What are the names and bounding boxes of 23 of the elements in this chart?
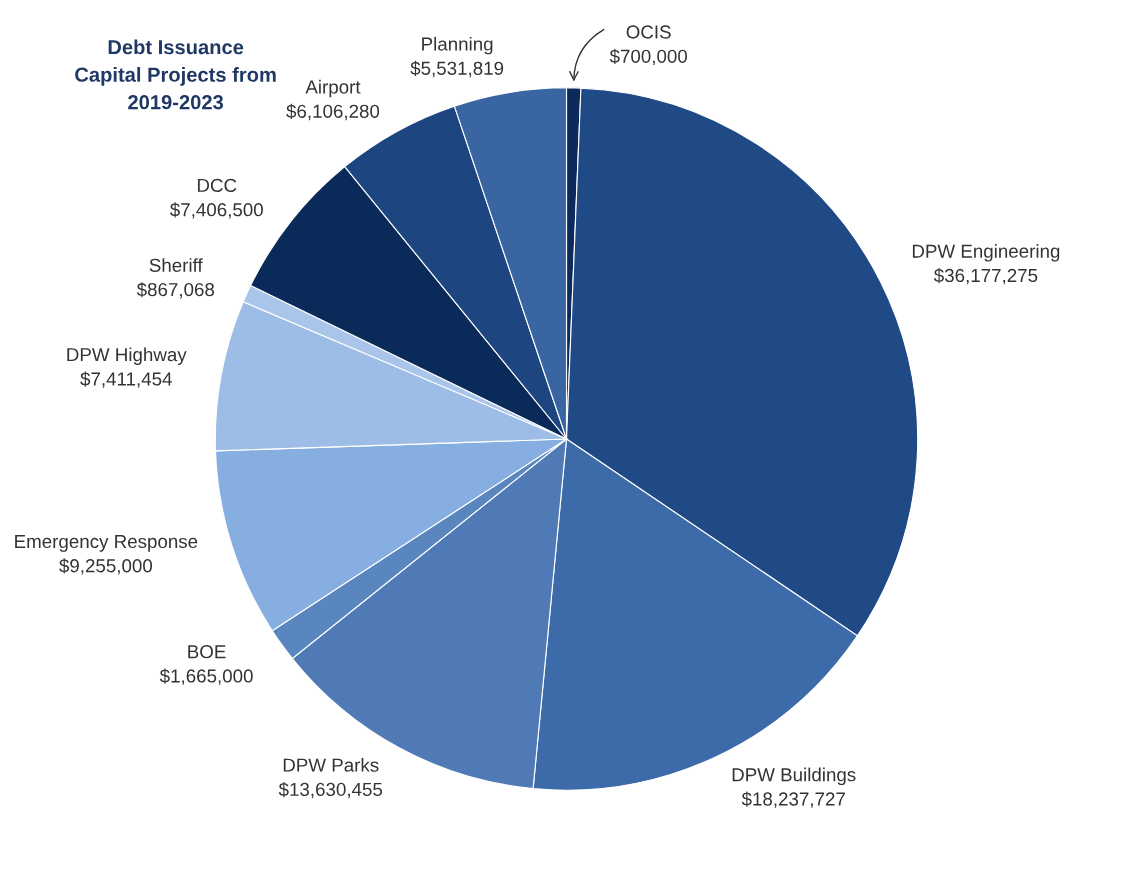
text: Debt Issuance Capital Projects from 2019-2023 xyxy=(75,39,276,110)
data-label: $13,630,455 xyxy=(278,781,383,799)
slice-label: Planning xyxy=(422,36,493,55)
slice-label: OCIS xyxy=(626,25,671,39)
data-label: $6,106,280 xyxy=(286,103,380,121)
slice-label: Airport xyxy=(305,79,361,98)
slice-label: BOE xyxy=(188,645,226,659)
slice-label: Emergency Response xyxy=(15,535,198,552)
slice-label: DPW Parks xyxy=(283,758,379,772)
data-label: $36,177,275 xyxy=(933,268,1038,285)
data-label: $18,237,727 xyxy=(741,791,845,808)
slice-label: DPW Highway xyxy=(67,347,187,365)
data-label: $1,665,000 xyxy=(159,668,253,685)
slice-label: Sheriff xyxy=(149,258,203,272)
data-label: $9,255,000 xyxy=(59,558,153,575)
data-label: $867,068 xyxy=(136,282,215,299)
data-label: $5,531,819 xyxy=(410,60,504,78)
data-label: $700,000 xyxy=(609,48,688,66)
slice-label: DCC xyxy=(197,178,237,193)
data-label: $7,406,500 xyxy=(170,202,263,219)
data-label: $7,411,454 xyxy=(80,371,172,388)
slice-label: DPW Buildings xyxy=(732,767,856,786)
slice-label: DPW Engineering xyxy=(912,244,1060,262)
